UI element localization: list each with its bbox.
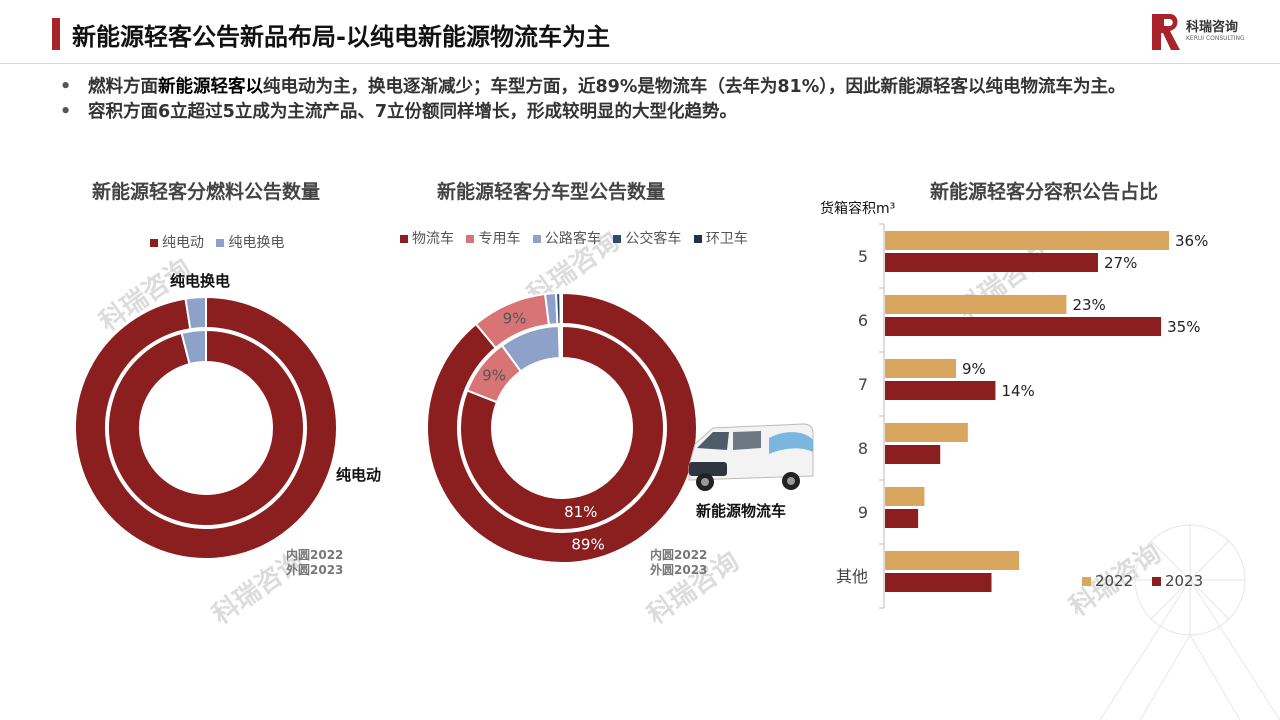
bar-data-label: 27% bbox=[1104, 254, 1137, 272]
bar-2022 bbox=[885, 295, 1067, 314]
bar-data-label: 14% bbox=[1001, 382, 1034, 400]
bar-2022 bbox=[885, 359, 956, 378]
category-tick-label: 其他 bbox=[836, 567, 868, 586]
legend-item: 公路客车 bbox=[532, 228, 601, 248]
kerui-logo-icon bbox=[1152, 14, 1180, 50]
legend-type: 物流车 专用车 公路客车 公交客车 环卫车 bbox=[400, 228, 756, 248]
inner-ring-data-label: 81% bbox=[564, 503, 597, 521]
bar-2022 bbox=[885, 551, 1020, 570]
bullet-item: 容积方面6立超过5立成为主流产品、7立份额同样增长，形成较明显的大型化趋势。 bbox=[60, 101, 1220, 124]
legend-item: 纯电动 bbox=[150, 232, 204, 252]
category-tick-label: 7 bbox=[858, 375, 868, 394]
callout-battery-swap: 纯电换电 bbox=[170, 272, 231, 290]
chart-title-type: 新能源轻客分车型公告数量 bbox=[437, 181, 666, 203]
legend-item: 纯电换电 bbox=[216, 232, 284, 252]
summary-bullets: 燃料方面新能源轻客以纯电动为主，换电逐渐减少；车型方面，近89%是物流车（去年为… bbox=[60, 76, 1220, 126]
bar-2023 bbox=[885, 509, 919, 528]
background-decoration bbox=[1099, 524, 1280, 720]
bullet-item: 燃料方面新能源轻客以纯电动为主，换电逐渐减少；车型方面，近89%是物流车（去年为… bbox=[60, 76, 1220, 99]
legend-item: 环卫车 bbox=[693, 228, 748, 248]
title-accent-bar bbox=[52, 18, 60, 50]
page-title: 新能源轻客公告新品布局-以纯电新能源物流车为主 bbox=[72, 23, 610, 51]
y-axis-unit-label: 货箱容积m³ bbox=[820, 201, 896, 217]
bar-2023 bbox=[885, 253, 1098, 272]
legend-volume: 2022 2023 bbox=[1082, 572, 1203, 590]
outer-ring-data-label: 89% bbox=[571, 536, 604, 554]
outer-ring-slice bbox=[184, 295, 207, 331]
chart-title-fuel: 新能源轻客分燃料公告数量 bbox=[92, 181, 321, 203]
category-tick-label: 8 bbox=[858, 439, 868, 458]
van-caption: 新能源物流车 bbox=[696, 502, 787, 520]
logistics-van-image bbox=[688, 423, 814, 491]
legend-item: 2022 bbox=[1082, 572, 1133, 590]
category-tick-label: 9 bbox=[858, 503, 868, 522]
legend-fuel: 纯电动 纯电换电 bbox=[150, 232, 292, 252]
legend-item: 物流车 bbox=[400, 228, 454, 248]
legend-item: 2023 bbox=[1151, 572, 1203, 590]
bar-2023 bbox=[885, 381, 996, 400]
legend-item: 专用车 bbox=[466, 228, 520, 248]
logo-text: 科瑞咨询 bbox=[1186, 20, 1239, 35]
bar-data-label: 35% bbox=[1167, 318, 1200, 336]
category-tick-label: 6 bbox=[858, 311, 868, 330]
bar-2022 bbox=[885, 487, 925, 506]
bar-data-label: 23% bbox=[1072, 296, 1105, 314]
bar-2022 bbox=[885, 231, 1169, 250]
bar-data-label: 9% bbox=[962, 360, 986, 378]
outer-ring-slice bbox=[74, 295, 338, 560]
bar-2022 bbox=[885, 423, 968, 442]
bar-2023 bbox=[885, 317, 1162, 336]
outer-ring-data-label: 9% bbox=[503, 309, 527, 327]
chart-title-volume: 新能源轻客分容积公告占比 bbox=[930, 181, 1159, 203]
inner-ring-slice bbox=[459, 324, 665, 531]
inner-ring-slice bbox=[180, 328, 207, 366]
inner-ring-slice bbox=[107, 328, 305, 527]
ring-note-fuel: 内圆2022 外圆2023 bbox=[286, 548, 344, 577]
outer-ring-slice bbox=[559, 291, 563, 326]
bar-2023 bbox=[885, 445, 941, 464]
inner-ring-data-label: 9% bbox=[482, 366, 506, 384]
category-tick-label: 5 bbox=[858, 247, 868, 266]
bar-2023 bbox=[885, 573, 992, 592]
header-divider bbox=[0, 63, 1280, 64]
bar-data-label: 36% bbox=[1175, 232, 1208, 250]
inner-ring-slice bbox=[559, 324, 563, 360]
legend-item: 公交客车 bbox=[613, 228, 681, 248]
ring-note-type: 内圆2022 外圆2023 bbox=[650, 548, 708, 577]
logo-subtext: KERUI CONSULTING bbox=[1186, 35, 1245, 42]
company-logo: 科瑞咨询 KERUI CONSULTING bbox=[1152, 14, 1250, 52]
callout-pure-electric: 纯电动 bbox=[336, 466, 382, 484]
